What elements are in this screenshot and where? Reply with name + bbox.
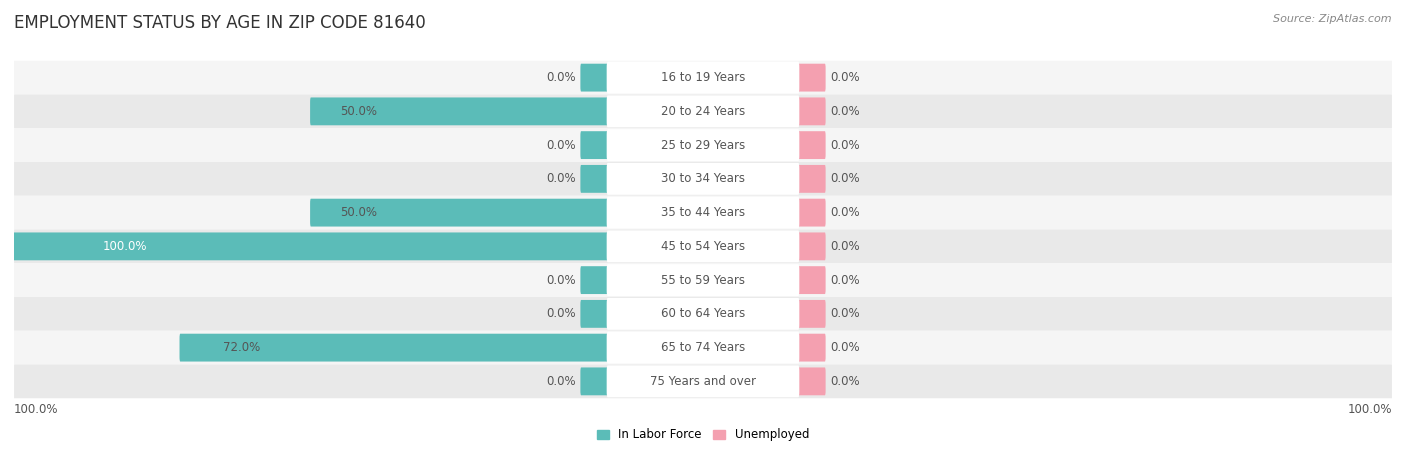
FancyBboxPatch shape <box>797 64 825 91</box>
FancyBboxPatch shape <box>311 98 609 125</box>
Text: 100.0%: 100.0% <box>14 403 59 416</box>
Text: 0.0%: 0.0% <box>830 172 860 185</box>
FancyBboxPatch shape <box>14 162 1392 196</box>
FancyBboxPatch shape <box>797 368 825 395</box>
Text: 0.0%: 0.0% <box>830 375 860 388</box>
Text: 55 to 59 Years: 55 to 59 Years <box>661 274 745 287</box>
FancyBboxPatch shape <box>14 196 1392 230</box>
FancyBboxPatch shape <box>606 332 800 364</box>
Text: 16 to 19 Years: 16 to 19 Years <box>661 71 745 84</box>
Text: 0.0%: 0.0% <box>830 139 860 152</box>
FancyBboxPatch shape <box>606 298 800 330</box>
Text: 25 to 29 Years: 25 to 29 Years <box>661 139 745 152</box>
FancyBboxPatch shape <box>606 163 800 195</box>
FancyBboxPatch shape <box>13 233 609 260</box>
Text: 0.0%: 0.0% <box>546 307 576 320</box>
FancyBboxPatch shape <box>606 95 800 127</box>
FancyBboxPatch shape <box>797 334 825 361</box>
FancyBboxPatch shape <box>606 365 800 397</box>
FancyBboxPatch shape <box>581 266 609 294</box>
FancyBboxPatch shape <box>606 129 800 161</box>
Text: 0.0%: 0.0% <box>546 172 576 185</box>
FancyBboxPatch shape <box>606 230 800 262</box>
FancyBboxPatch shape <box>797 98 825 125</box>
FancyBboxPatch shape <box>14 331 1392 364</box>
Text: 75 Years and over: 75 Years and over <box>650 375 756 388</box>
FancyBboxPatch shape <box>14 297 1392 331</box>
Legend: In Labor Force, Unemployed: In Labor Force, Unemployed <box>598 428 808 441</box>
Text: EMPLOYMENT STATUS BY AGE IN ZIP CODE 81640: EMPLOYMENT STATUS BY AGE IN ZIP CODE 816… <box>14 14 426 32</box>
FancyBboxPatch shape <box>311 199 609 226</box>
FancyBboxPatch shape <box>14 263 1392 297</box>
Text: 0.0%: 0.0% <box>546 71 576 84</box>
Text: 50.0%: 50.0% <box>340 206 378 219</box>
FancyBboxPatch shape <box>797 165 825 193</box>
Text: Source: ZipAtlas.com: Source: ZipAtlas.com <box>1274 14 1392 23</box>
Text: 0.0%: 0.0% <box>546 375 576 388</box>
FancyBboxPatch shape <box>14 128 1392 162</box>
Text: 0.0%: 0.0% <box>830 71 860 84</box>
FancyBboxPatch shape <box>606 62 800 94</box>
Text: 0.0%: 0.0% <box>830 206 860 219</box>
Text: 0.0%: 0.0% <box>830 307 860 320</box>
FancyBboxPatch shape <box>606 197 800 229</box>
FancyBboxPatch shape <box>581 300 609 328</box>
FancyBboxPatch shape <box>581 64 609 91</box>
Text: 30 to 34 Years: 30 to 34 Years <box>661 172 745 185</box>
Text: 0.0%: 0.0% <box>830 274 860 287</box>
Text: 65 to 74 Years: 65 to 74 Years <box>661 341 745 354</box>
FancyBboxPatch shape <box>797 199 825 226</box>
Text: 0.0%: 0.0% <box>830 341 860 354</box>
FancyBboxPatch shape <box>581 368 609 395</box>
Text: 100.0%: 100.0% <box>103 240 148 253</box>
Text: 0.0%: 0.0% <box>830 240 860 253</box>
FancyBboxPatch shape <box>14 61 1392 94</box>
FancyBboxPatch shape <box>797 233 825 260</box>
FancyBboxPatch shape <box>14 364 1392 398</box>
Text: 20 to 24 Years: 20 to 24 Years <box>661 105 745 118</box>
FancyBboxPatch shape <box>797 266 825 294</box>
Text: 60 to 64 Years: 60 to 64 Years <box>661 307 745 320</box>
FancyBboxPatch shape <box>14 94 1392 128</box>
FancyBboxPatch shape <box>14 230 1392 263</box>
Text: 0.0%: 0.0% <box>546 274 576 287</box>
FancyBboxPatch shape <box>606 264 800 296</box>
Text: 45 to 54 Years: 45 to 54 Years <box>661 240 745 253</box>
FancyBboxPatch shape <box>180 334 609 361</box>
FancyBboxPatch shape <box>581 165 609 193</box>
Text: 72.0%: 72.0% <box>224 341 260 354</box>
Text: 0.0%: 0.0% <box>546 139 576 152</box>
FancyBboxPatch shape <box>797 300 825 328</box>
Text: 100.0%: 100.0% <box>1347 403 1392 416</box>
FancyBboxPatch shape <box>797 131 825 159</box>
Text: 50.0%: 50.0% <box>340 105 378 118</box>
FancyBboxPatch shape <box>581 131 609 159</box>
Text: 0.0%: 0.0% <box>830 105 860 118</box>
Text: 35 to 44 Years: 35 to 44 Years <box>661 206 745 219</box>
